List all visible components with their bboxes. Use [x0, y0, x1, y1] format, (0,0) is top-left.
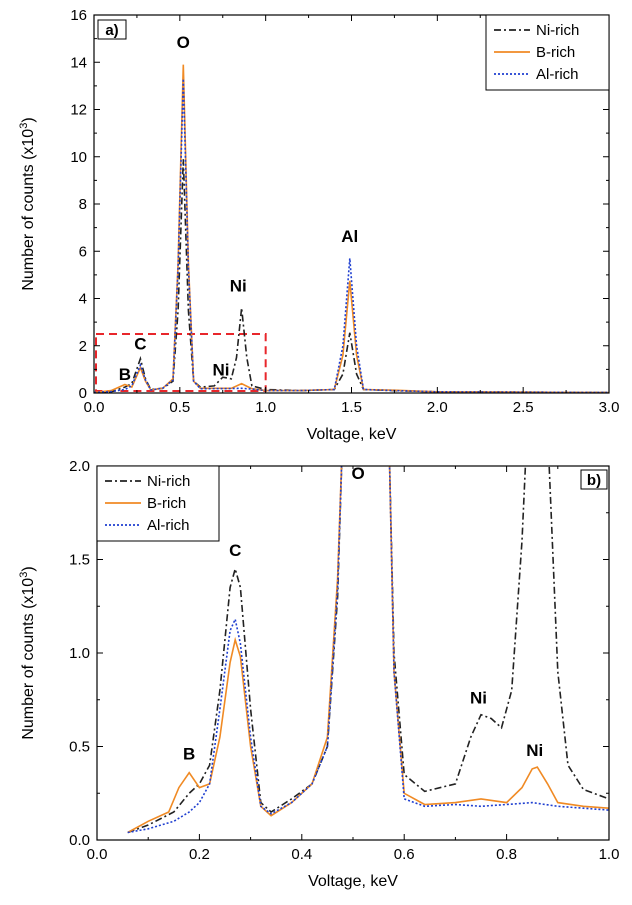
- panel-a: 0.0 0.5 1.0 1.5 2.0 2.5 3.0 0 2 4 6 8 10 12 14 16 Voltag…: [18, 7, 619, 443]
- y-axis-title: Number of counts (x103): [18, 566, 37, 739]
- legend-label-al-rich: Al-rich: [147, 517, 190, 534]
- peak-label-c: C: [134, 334, 146, 353]
- y-tick-label: 1.5: [69, 552, 90, 569]
- x-tick-label: 2.0: [427, 399, 448, 416]
- peak-label-ni: Ni: [470, 688, 487, 707]
- panel-tag-box: [580, 469, 608, 490]
- peak-label-ni: Ni: [230, 276, 247, 295]
- x-tick-label: 1.5: [341, 399, 362, 416]
- peak-label-c: C: [229, 541, 241, 560]
- x-tick-label: 0.0: [84, 399, 105, 416]
- x-tick-label: 0.6: [394, 846, 415, 863]
- x-tick-label: 0.4: [291, 846, 312, 863]
- legend-label-b-rich: B-rich: [536, 44, 575, 61]
- peak-label-o: O: [177, 33, 190, 52]
- x-tick-label: 0.0: [87, 846, 108, 863]
- y-tick-label: 6: [79, 243, 87, 260]
- x-tick-label: 0.5: [169, 399, 190, 416]
- peak-label-ni: Ni: [213, 360, 230, 379]
- peak-label-al: Al: [341, 227, 358, 246]
- panel-b: 0.0 0.2 0.4 0.6 0.8 1.0 0.0 0.5 1.0 1.5 2.0 Voltage…: [18, 458, 620, 890]
- y-tick-label: 0.0: [69, 832, 90, 849]
- x-tick-label: 1.0: [255, 399, 276, 416]
- panel-tag: b): [587, 472, 601, 489]
- y-tick-label: 2: [79, 338, 87, 355]
- x-tick-label: 1.0: [599, 846, 620, 863]
- inset-region-box: [95, 332, 267, 392]
- legend-label-al-rich: Al-rich: [536, 66, 579, 83]
- series-line-ni-rich: [127, 466, 609, 834]
- series-line-al-rich: [127, 466, 609, 834]
- legend-label-b-rich: B-rich: [147, 495, 186, 512]
- peak-label-b: B: [119, 365, 131, 384]
- series-line-b-rich: [127, 466, 609, 834]
- y-tick-label: 16: [70, 7, 87, 24]
- y-axis-title: Number of counts (x103): [18, 117, 37, 290]
- y-tick-label: 2.0: [69, 458, 90, 475]
- y-tick-label: 0.5: [69, 739, 90, 756]
- peak-label-ni: Ni: [526, 741, 543, 760]
- x-tick-label: 2.5: [513, 399, 534, 416]
- y-tick-label: 10: [70, 149, 87, 166]
- x-tick-label: 0.2: [189, 846, 210, 863]
- y-tick-label: 0: [79, 385, 87, 402]
- y-tick-label: 4: [79, 291, 87, 308]
- peak-label-o: O: [352, 464, 365, 483]
- series-line-al-rich: [94, 78, 609, 393]
- legend-label-ni-rich: Ni-rich: [147, 473, 190, 490]
- y-tick-label: 1.0: [69, 645, 90, 662]
- x-axis-title: Voltage, keV: [307, 426, 397, 443]
- panel-tag-box: [97, 19, 127, 40]
- peak-label-b: B: [183, 745, 195, 764]
- y-tick-label: 8: [79, 196, 87, 213]
- x-tick-label: 3.0: [599, 399, 620, 416]
- legend-label-ni-rich: Ni-rich: [536, 22, 579, 39]
- panel-tag: a): [105, 22, 118, 39]
- x-axis-title: Voltage, keV: [308, 873, 398, 890]
- y-tick-label: 14: [70, 54, 87, 71]
- series-line-ni-rich: [94, 159, 609, 393]
- x-tick-label: 0.8: [496, 846, 517, 863]
- y-tick-label: 12: [70, 102, 87, 119]
